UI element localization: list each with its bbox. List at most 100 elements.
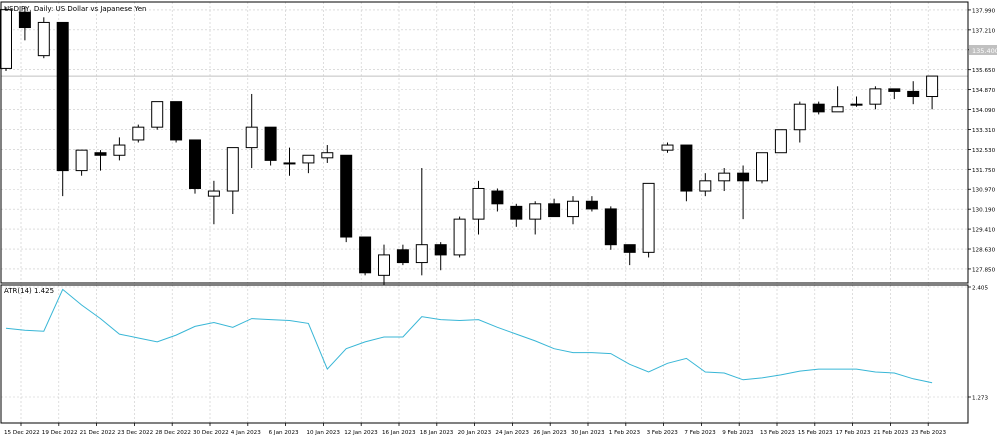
candle — [869, 86, 882, 110]
x-tick-label: 19 Dec 2022 — [42, 430, 78, 436]
candle-body — [548, 203, 561, 218]
candle-body — [869, 88, 882, 105]
x-tick-label: 15 Dec 2022 — [4, 430, 40, 436]
x-tick-label: 15 Feb 2023 — [798, 430, 833, 436]
candle-body — [491, 190, 504, 205]
x-tick-label: 30 Jan 2023 — [571, 430, 605, 436]
x-tick-label: 13 Feb 2023 — [760, 430, 795, 436]
candle — [737, 165, 750, 220]
y-tick-label: 137.210 — [972, 28, 996, 34]
candle-body — [680, 144, 693, 192]
candle — [396, 244, 409, 266]
main-frame — [0, 1, 969, 284]
candle-body — [756, 152, 768, 182]
candle — [189, 139, 201, 194]
candle-body — [113, 144, 126, 156]
candle-body — [510, 205, 523, 220]
candle-body — [718, 172, 731, 182]
candle-body — [189, 139, 201, 189]
x-tick-label: 9 Feb 2023 — [722, 430, 754, 436]
x-tick-label: 30 Dec 2022 — [193, 430, 229, 436]
candle — [37, 17, 50, 59]
candle-body — [434, 244, 447, 256]
y-tick-label: 134.090 — [972, 108, 996, 114]
candle-body — [699, 180, 712, 192]
candle-body — [359, 236, 372, 274]
x-tick-label: 21 Dec 2022 — [80, 430, 116, 436]
candle — [472, 180, 485, 235]
y-tick-label: 131.750 — [972, 168, 996, 174]
y-tick-label: 129.410 — [972, 228, 996, 234]
candle-body — [623, 244, 636, 253]
candle-body — [888, 88, 901, 92]
candle — [718, 168, 731, 192]
candle — [283, 147, 296, 176]
candle-body — [529, 203, 542, 220]
candle — [510, 203, 523, 227]
candle — [75, 149, 88, 176]
y-tick-label: 132.530 — [972, 148, 996, 154]
candle-body — [378, 254, 390, 276]
x-tick-label: 1 Feb 2023 — [609, 430, 641, 436]
candle — [585, 196, 598, 212]
candle-body — [661, 144, 674, 151]
candle-body — [283, 162, 296, 165]
candle — [132, 124, 145, 143]
candle — [756, 152, 768, 184]
candle-body — [245, 126, 258, 149]
candle — [245, 93, 258, 169]
candle — [113, 137, 126, 161]
candle — [321, 145, 334, 163]
candle — [434, 242, 447, 271]
candle-body — [0, 9, 12, 69]
candle-body — [453, 218, 466, 256]
candle-body — [774, 129, 787, 154]
candle — [94, 150, 107, 171]
candle-body — [812, 103, 825, 113]
candle — [642, 182, 655, 258]
candle — [340, 154, 353, 243]
y-tick-label: 128.630 — [972, 248, 996, 254]
candle — [699, 173, 712, 197]
candle-body — [56, 21, 69, 172]
candle-body — [151, 101, 164, 128]
candle — [453, 216, 466, 258]
y-tick-label: 137.990 — [972, 8, 996, 14]
candle-body — [604, 208, 617, 246]
candle-body — [396, 249, 409, 264]
candle-body — [472, 187, 485, 220]
candle — [56, 21, 69, 197]
candle — [18, 7, 31, 41]
x-tick-label: 4 Jan 2023 — [231, 430, 261, 436]
candle-body — [793, 103, 806, 131]
candle — [0, 7, 12, 71]
candle — [661, 142, 674, 153]
candle — [548, 198, 561, 218]
candle — [491, 188, 504, 212]
x-tick-label: 10 Jan 2023 — [306, 430, 340, 436]
candle-body — [415, 244, 428, 264]
y-tick-label: 130.970 — [972, 188, 996, 194]
candle-body — [226, 147, 239, 192]
candle-body — [94, 152, 107, 156]
candle-body — [642, 182, 655, 253]
y-tick-label: 1.273 — [972, 396, 988, 402]
candle — [831, 86, 844, 113]
candle — [529, 201, 542, 235]
chart-title: USDJPY, Daily: US Dollar vs Japanese Yen — [4, 5, 146, 13]
candle — [378, 244, 390, 286]
atr-line — [5, 288, 933, 384]
candle-body — [75, 149, 88, 172]
candle-body — [737, 172, 750, 182]
x-tick-label: 24 Jan 2023 — [495, 430, 529, 436]
candle-body — [907, 90, 920, 98]
candles — [0, 7, 939, 286]
candle-body — [321, 152, 334, 159]
candle-body — [207, 190, 220, 197]
x-tick-label: 17 Feb 2023 — [836, 430, 871, 436]
y-tick-label: 2.405 — [972, 286, 988, 292]
x-tick-label: 23 Feb 2023 — [911, 430, 946, 436]
y-tick-label: 133.310 — [972, 128, 996, 134]
candle-body — [850, 103, 863, 106]
